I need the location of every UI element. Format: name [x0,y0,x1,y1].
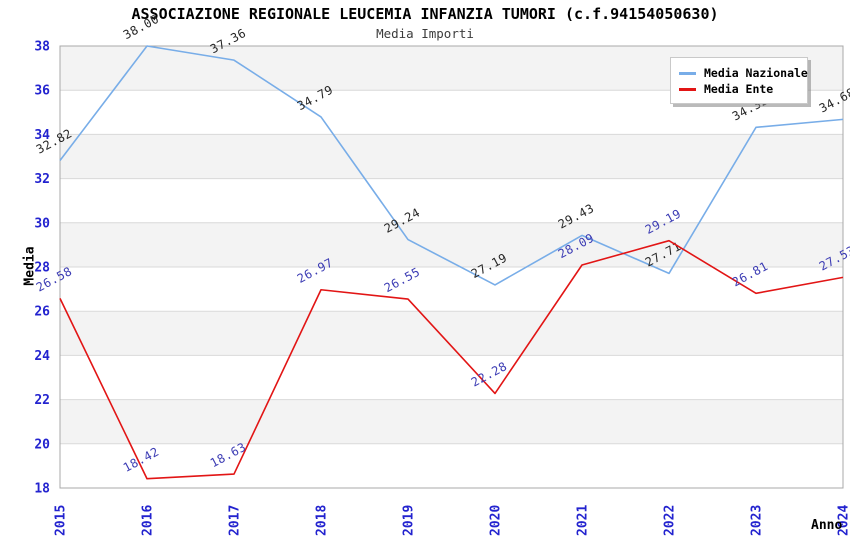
x-tick-label: 2020 [489,505,504,536]
legend-item-media-ente: Media Ente [679,81,799,97]
media-ente-point-label: 26.55 [382,265,423,295]
grid-band [60,134,843,179]
y-tick-label: 36 [34,84,50,99]
y-axis-title: Media [22,246,38,286]
y-tick-label: 24 [34,349,50,364]
legend-label-media-nazionale: Media Nazionale [704,66,808,80]
x-tick-label: 2015 [54,505,69,536]
chart-subtitle: Media Importi [376,26,474,41]
media-ente-point-label: 22.28 [469,359,510,389]
grid-band [60,311,843,356]
grid-band [60,399,843,444]
x-tick-label: 2022 [663,505,678,536]
y-tick-label: 26 [34,305,50,320]
legend-item-media-nazionale: Media Nazionale [679,65,808,81]
y-tick-label: 38 [34,40,50,55]
legend-label-media-ente: Media Ente [704,82,774,96]
grid-band [60,222,843,267]
x-tick-label: 2019 [402,505,417,536]
x-tick-label: 2017 [228,505,243,536]
media-nazionale-line [59,45,844,286]
y-tick-label: 20 [34,437,50,452]
media-nazionale-line-swatch [679,71,696,75]
y-tick-label: 34 [34,128,50,143]
media-nazionale-point-label: 38.00 [121,12,162,42]
x-axis-title: Anno [811,518,843,533]
y-tick-label: 30 [34,216,50,231]
y-tick-label: 22 [34,393,50,408]
media-ente-line-swatch [679,87,696,91]
plot-frame [59,45,844,489]
media-ente-point-label: 18.42 [121,444,162,474]
media-ente-line [59,239,844,480]
media-ente-point-label: 18.63 [208,440,249,470]
x-tick-label: 2018 [315,505,330,536]
legend: Media Nazionale Media Ente [670,57,808,104]
x-tick-label: 2016 [141,505,156,536]
chart-title: ASSOCIAZIONE REGIONALE LEUCEMIA INFANZIA… [131,5,719,23]
x-tick-label: 2021 [576,505,591,536]
x-tick-label: 2023 [750,505,765,536]
y-tick-label: 32 [34,172,50,187]
y-tick-label: 28 [34,261,50,276]
y-tick-label: 18 [34,482,50,497]
x-tick-label: 2024 [837,505,850,536]
